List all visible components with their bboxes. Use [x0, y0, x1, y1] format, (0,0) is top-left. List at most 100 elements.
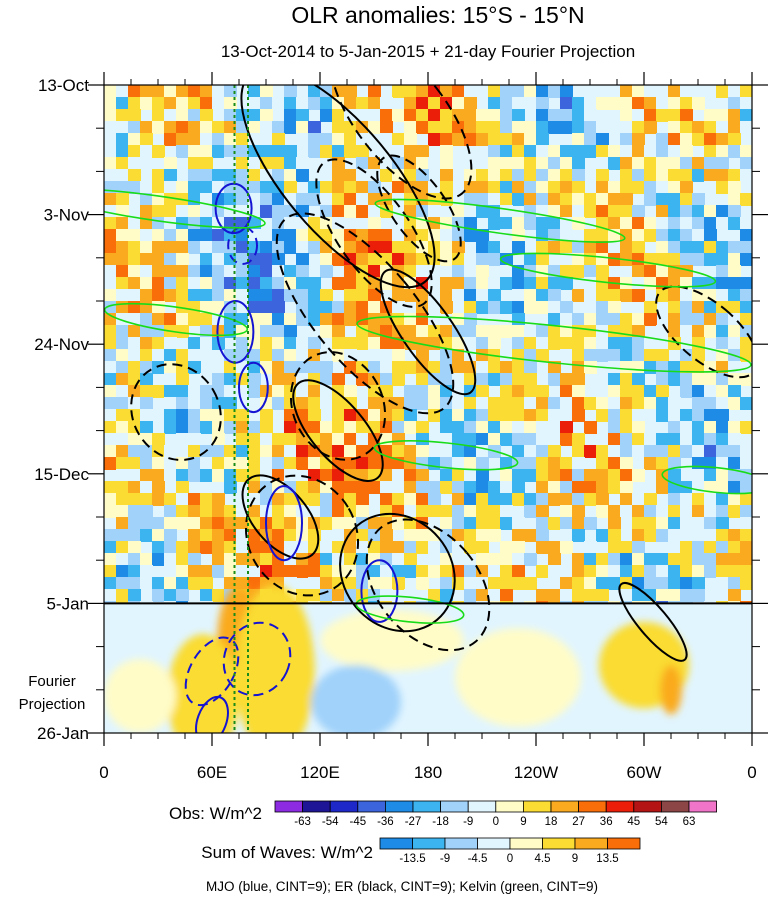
- heatmap-cell: [296, 169, 309, 182]
- heatmap-cell: [392, 541, 405, 554]
- heatmap-cell: [416, 97, 429, 110]
- heatmap-cell: [716, 589, 729, 602]
- heatmap-cell: [416, 169, 429, 182]
- heatmap-cell: [728, 433, 741, 446]
- heatmap-cell: [440, 565, 453, 578]
- heatmap-cell: [164, 409, 177, 422]
- heatmap-cell: [344, 265, 357, 278]
- heatmap-cell: [224, 409, 237, 422]
- heatmap-cell: [332, 529, 345, 542]
- heatmap-cell: [104, 397, 117, 410]
- heatmap-cell: [356, 241, 369, 254]
- heatmap-cell: [740, 229, 752, 242]
- heatmap-cell: [512, 565, 525, 578]
- heatmap-cell: [428, 517, 441, 530]
- heatmap-cell: [380, 397, 393, 410]
- heatmap-cell: [464, 541, 477, 554]
- heatmap-cell: [488, 169, 501, 182]
- heatmap-cell: [356, 505, 369, 518]
- heatmap-cell: [452, 397, 465, 410]
- heatmap-cell: [440, 241, 453, 254]
- heatmap-cell: [452, 517, 465, 530]
- heatmap-cell: [608, 469, 621, 482]
- heatmap-cell: [512, 385, 525, 398]
- heatmap-cell: [548, 589, 561, 602]
- heatmap-cell: [632, 181, 645, 194]
- heatmap-cell: [116, 289, 129, 302]
- colorbar-swatch: [357, 800, 386, 813]
- heatmap-cell: [224, 457, 237, 470]
- heatmap-cell: [152, 313, 165, 326]
- heatmap-cell: [128, 361, 141, 374]
- x-tick-label: 180: [414, 763, 442, 782]
- heatmap-cell: [212, 457, 225, 470]
- heatmap-cell: [296, 253, 309, 266]
- heatmap-cell: [392, 241, 405, 254]
- heatmap-cell: [248, 457, 261, 470]
- heatmap-cell: [440, 409, 453, 422]
- heatmap-cell: [500, 205, 513, 218]
- heatmap-cell: [368, 181, 381, 194]
- heatmap-cell: [176, 517, 189, 530]
- heatmap-cell: [704, 217, 717, 230]
- heatmap-cell: [284, 337, 297, 350]
- heatmap-cell: [104, 337, 117, 350]
- heatmap-cell: [260, 277, 273, 290]
- heatmap-cell: [488, 529, 501, 542]
- heatmap-cell: [692, 133, 705, 146]
- colorbar-tick-label: 4.5: [535, 853, 551, 865]
- heatmap-cell: [644, 565, 657, 578]
- heatmap-cell: [740, 169, 752, 182]
- heatmap-cell: [260, 445, 273, 458]
- heatmap-cell: [416, 541, 429, 554]
- heatmap-cell: [128, 277, 141, 290]
- heatmap-cell: [248, 265, 261, 278]
- heatmap-cell: [260, 349, 273, 362]
- heatmap-cell: [308, 469, 321, 482]
- heatmap-cell: [692, 301, 705, 314]
- heatmap-cell: [416, 181, 429, 194]
- heatmap-cell: [200, 109, 213, 122]
- heatmap-cell: [488, 421, 501, 434]
- heatmap-cell: [632, 373, 645, 386]
- heatmap-cell: [236, 205, 249, 218]
- heatmap-cell: [452, 85, 465, 98]
- heatmap-cell: [632, 541, 645, 554]
- heatmap-cell: [428, 397, 441, 410]
- heatmap-cell: [212, 505, 225, 518]
- heatmap-cell: [500, 229, 513, 242]
- heatmap-cell: [704, 181, 717, 194]
- heatmap-cell: [644, 409, 657, 422]
- heatmap-cell: [572, 529, 585, 542]
- heatmap-cell: [248, 121, 261, 134]
- heatmap-cell: [632, 529, 645, 542]
- heatmap-cell: [200, 121, 213, 134]
- heatmap-cell: [548, 409, 561, 422]
- heatmap-cell: [404, 289, 417, 302]
- heatmap-cell: [596, 169, 609, 182]
- heatmap-cell: [500, 493, 513, 506]
- heatmap-cell: [428, 505, 441, 518]
- heatmap-cell: [680, 409, 693, 422]
- heatmap-cell: [464, 517, 477, 530]
- heatmap-cell: [188, 385, 201, 398]
- heatmap-cell: [620, 589, 633, 602]
- heatmap-cell: [104, 325, 117, 338]
- heatmap-cell: [380, 553, 393, 566]
- heatmap-cell: [728, 385, 741, 398]
- heatmap-cell: [728, 289, 741, 302]
- heatmap-cell: [476, 121, 489, 134]
- heatmap-cell: [284, 265, 297, 278]
- heatmap-cell: [140, 565, 153, 578]
- heatmap-cell: [308, 313, 321, 326]
- heatmap-cell: [536, 85, 549, 98]
- heatmap-cell: [176, 349, 189, 362]
- heatmap-cell: [644, 169, 657, 182]
- heatmap-cell: [212, 565, 225, 578]
- heatmap-cell: [596, 349, 609, 362]
- heatmap-cell: [356, 529, 369, 542]
- heatmap-cell: [188, 529, 201, 542]
- heatmap-cell: [272, 565, 285, 578]
- heatmap-cell: [332, 589, 345, 602]
- heatmap-cell: [140, 529, 153, 542]
